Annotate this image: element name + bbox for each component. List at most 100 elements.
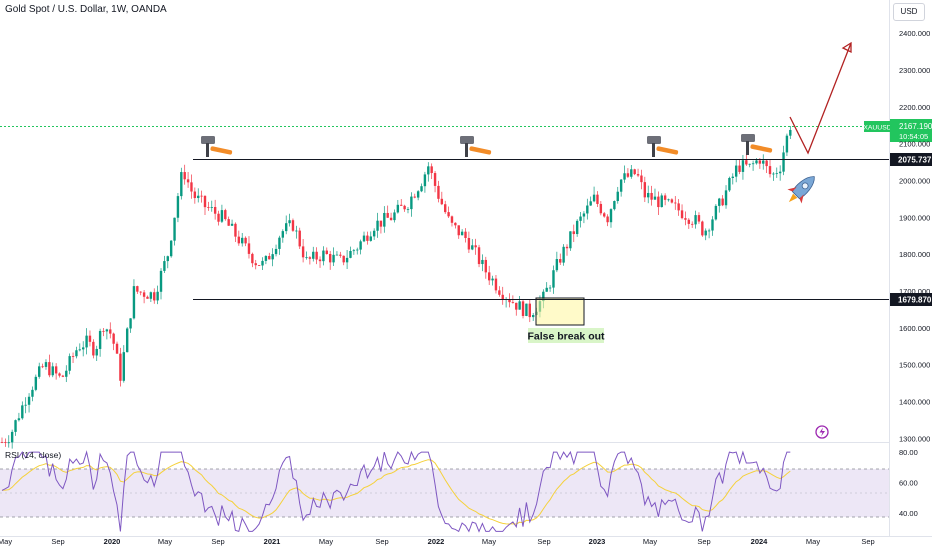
candle-body — [237, 236, 241, 244]
candle-body — [599, 203, 603, 214]
candle-body — [592, 194, 596, 202]
currency-selector[interactable]: USD — [893, 3, 925, 21]
candle-body — [680, 210, 684, 219]
candle-body — [305, 257, 308, 259]
candle-body — [413, 196, 416, 198]
candle-body — [193, 191, 197, 199]
candle-body — [180, 172, 183, 197]
candle-body — [755, 160, 758, 164]
candle-body — [247, 243, 251, 254]
candle-body — [220, 210, 224, 222]
candle-body — [684, 218, 687, 220]
candle-body — [674, 202, 677, 204]
support-tag: 1679.870 — [898, 296, 932, 305]
rsi-ma-line — [1, 459, 791, 525]
candle-body — [268, 255, 271, 260]
candle-body — [508, 299, 511, 303]
candle-body — [724, 190, 728, 206]
candle-body — [71, 356, 75, 357]
time-tick-label: May — [158, 537, 172, 546]
candle-body — [105, 329, 109, 332]
price-axis[interactable]: 2400.000 2300.000 2200.000 2100.000 2000.000… — [899, 29, 930, 443]
candle-body — [274, 248, 278, 255]
candle-body — [241, 237, 244, 244]
candle-body — [254, 263, 257, 266]
time-tick-label: 2024 — [751, 537, 769, 546]
candle-body — [65, 370, 68, 377]
price-tick-label: 2300.000 — [899, 66, 930, 75]
candle-body — [356, 249, 359, 251]
candle-body — [437, 185, 440, 199]
candle-body — [751, 163, 755, 165]
candle-body — [555, 259, 559, 271]
candle-body — [328, 254, 332, 263]
price-tick-label: 1400.000 — [899, 397, 930, 406]
candle-body — [562, 246, 565, 263]
candle-body — [559, 259, 562, 263]
candle-body — [748, 163, 751, 165]
rsi-title: RSI (14, close) — [5, 450, 62, 460]
candle-body — [186, 179, 190, 183]
candle-body — [58, 373, 61, 376]
candle-body — [711, 219, 714, 231]
candle-body — [200, 195, 203, 197]
candle-body — [545, 287, 548, 292]
candle-body — [406, 209, 410, 210]
candle-body — [707, 230, 711, 232]
time-tick-label: Sep — [697, 537, 710, 546]
candle-body — [484, 259, 488, 273]
candle-body — [430, 166, 433, 174]
candle-body — [78, 349, 82, 351]
candle-body — [166, 256, 169, 262]
time-axis[interactable]: May Sep 2020 May Sep 2021 May Sep 2022 May Sep 2023… — [0, 537, 875, 546]
candle-body — [345, 257, 349, 263]
candle-body — [528, 303, 531, 318]
candle-body — [454, 222, 457, 226]
candle-body — [396, 204, 400, 213]
last-price-tag-bg — [890, 119, 932, 142]
candle-body — [596, 194, 599, 204]
time-tick-label: Sep — [375, 537, 388, 546]
candle-body — [636, 174, 640, 176]
candle-body — [271, 254, 274, 260]
rocket-icon — [787, 176, 815, 204]
candle-body — [721, 198, 724, 206]
candle-body — [139, 291, 142, 293]
candle-body — [768, 166, 772, 175]
candle-body — [386, 212, 389, 218]
candle-body — [230, 223, 234, 226]
lightning-icon[interactable] — [815, 425, 829, 439]
candle-body — [115, 343, 119, 354]
candle-body — [589, 201, 592, 206]
time-tick-label: May — [482, 537, 496, 546]
candle-body — [521, 301, 525, 316]
candle-body — [667, 199, 670, 201]
candle-body — [312, 251, 315, 259]
candle-body — [491, 278, 494, 281]
candle-body — [318, 259, 322, 262]
candle-body — [609, 209, 613, 223]
time-tick-label: Sep — [537, 537, 550, 546]
candle-body — [704, 230, 707, 236]
rsi-line — [1, 450, 791, 533]
candle-body — [81, 347, 85, 350]
time-tick-label: 2022 — [428, 537, 445, 546]
candle-body — [444, 204, 447, 213]
candle-body — [156, 291, 159, 301]
candle-body — [129, 318, 132, 329]
candle-body — [416, 191, 420, 198]
candle-body — [352, 250, 356, 252]
time-tick-label: May — [0, 537, 12, 546]
candle-body — [119, 353, 122, 381]
candle-body — [0, 442, 4, 443]
countdown-tag: 10:54:05 — [899, 132, 928, 141]
candle-body — [136, 286, 139, 292]
candle-body — [734, 165, 738, 177]
candle-body — [728, 177, 731, 191]
candle-body — [281, 231, 285, 238]
candle-body — [403, 205, 406, 210]
price-tick-label: 1900.000 — [899, 213, 930, 222]
candle-body — [95, 348, 98, 356]
candle-body — [339, 254, 342, 256]
candle-body — [447, 212, 450, 217]
